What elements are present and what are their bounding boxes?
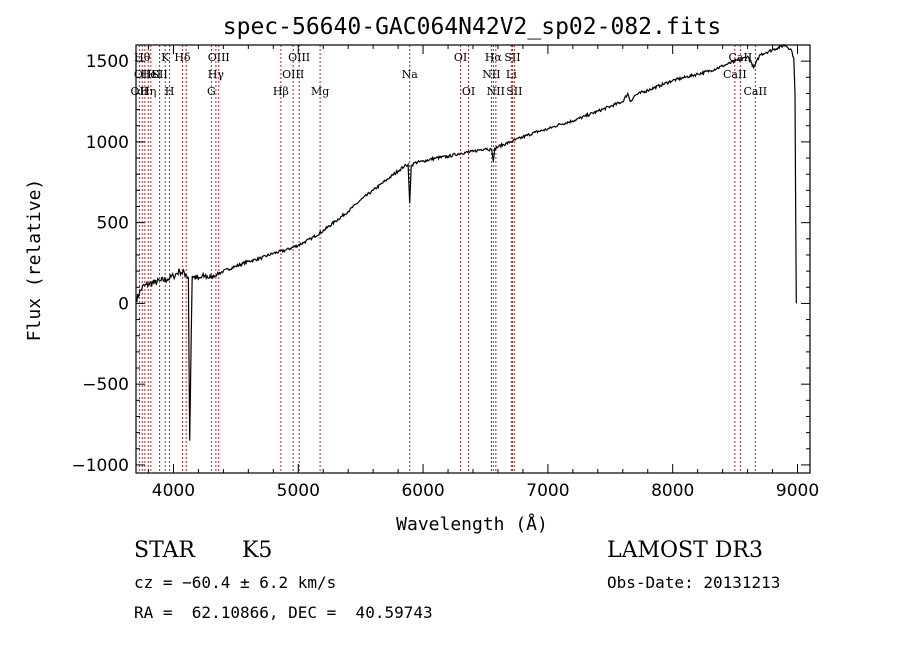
x-tick-label: 9000: [776, 481, 819, 501]
spectral-line-label: SII: [151, 68, 167, 81]
plot-frame: [135, 44, 811, 474]
spectral-line-label: G: [207, 85, 216, 98]
y-tick-label: 0: [118, 294, 129, 314]
spectral-line-label: SII: [504, 51, 520, 64]
spectral-line-label: NII: [487, 85, 505, 98]
axis-ticks-layer: 4000 5000 6000 7000 8000 9000 −1000 −500 0 500 100…: [71, 44, 819, 501]
spectral-line-label: H: [165, 85, 175, 98]
spectral-line-label: Na: [402, 68, 419, 81]
spectral-line-label: CaII: [743, 85, 767, 98]
spectral-line-label: Hγ: [208, 68, 225, 81]
x-tick-label: 8000: [651, 481, 694, 501]
object-subclass: K5: [242, 538, 273, 563]
x-tick-label: 4000: [152, 481, 195, 501]
spectral-line-label: OII: [131, 85, 149, 98]
spectral-line-label: Hθ: [134, 51, 151, 64]
spectral-line-label: OI: [462, 85, 475, 98]
spectral-line-label: OIII: [208, 51, 230, 64]
redshift-readout: cz = −60.4 ± 6.2 km/s: [134, 573, 337, 592]
x-axis-label: Wavelength (Å): [396, 513, 548, 535]
spectral-line-label: Hα: [485, 51, 503, 64]
object-class: STAR: [134, 538, 195, 563]
spectral-line-label: Li: [506, 68, 517, 81]
x-tick-label: 6000: [401, 481, 444, 501]
y-tick-label: 500: [97, 214, 129, 234]
coordinates-readout: RA = 62.10866, DEC = 40.59743: [134, 603, 433, 622]
spectral-line-label: SII: [506, 85, 522, 98]
spectral-line-label: OIII: [288, 51, 310, 64]
chart-title: spec-56640-GAC064N42V2_sp02-082.fits: [223, 14, 722, 40]
y-tick-label: −1000: [71, 456, 129, 476]
spectral-line-label: Mg: [311, 85, 329, 98]
spectral-line-label: OIII: [282, 68, 304, 81]
y-axis-label: Flux (relative): [24, 179, 45, 342]
spectral-lines-layer: [138, 45, 756, 473]
y-tick-label: 1000: [86, 133, 129, 153]
observation-date: Obs-Date: 20131213: [607, 573, 781, 592]
y-tick-label: 1500: [86, 52, 129, 72]
spectral-line-label: Hδ: [174, 51, 191, 64]
spectral-line-label: NII: [482, 68, 500, 81]
x-tick-label: 7000: [526, 481, 569, 501]
spectral-line-label: Hβ: [273, 85, 289, 98]
spectrum-series-line: [135, 44, 797, 441]
spectral-line-label: OI: [454, 51, 467, 64]
spectral-line-label: HeI: [141, 68, 161, 81]
spectral-line-label: K: [161, 51, 170, 64]
survey-name: LAMOST DR3: [607, 538, 763, 563]
spectral-line-label: Hη: [140, 85, 156, 98]
spectral-line-labels-layer: OIIHθOIIIHηHeISIIKHHδGHγOIIIHβOIIIOIIIMg…: [131, 51, 768, 98]
y-tick-label: −500: [82, 375, 129, 395]
x-tick-label: 5000: [277, 481, 320, 501]
spectral-line-label: CaII: [723, 68, 747, 81]
